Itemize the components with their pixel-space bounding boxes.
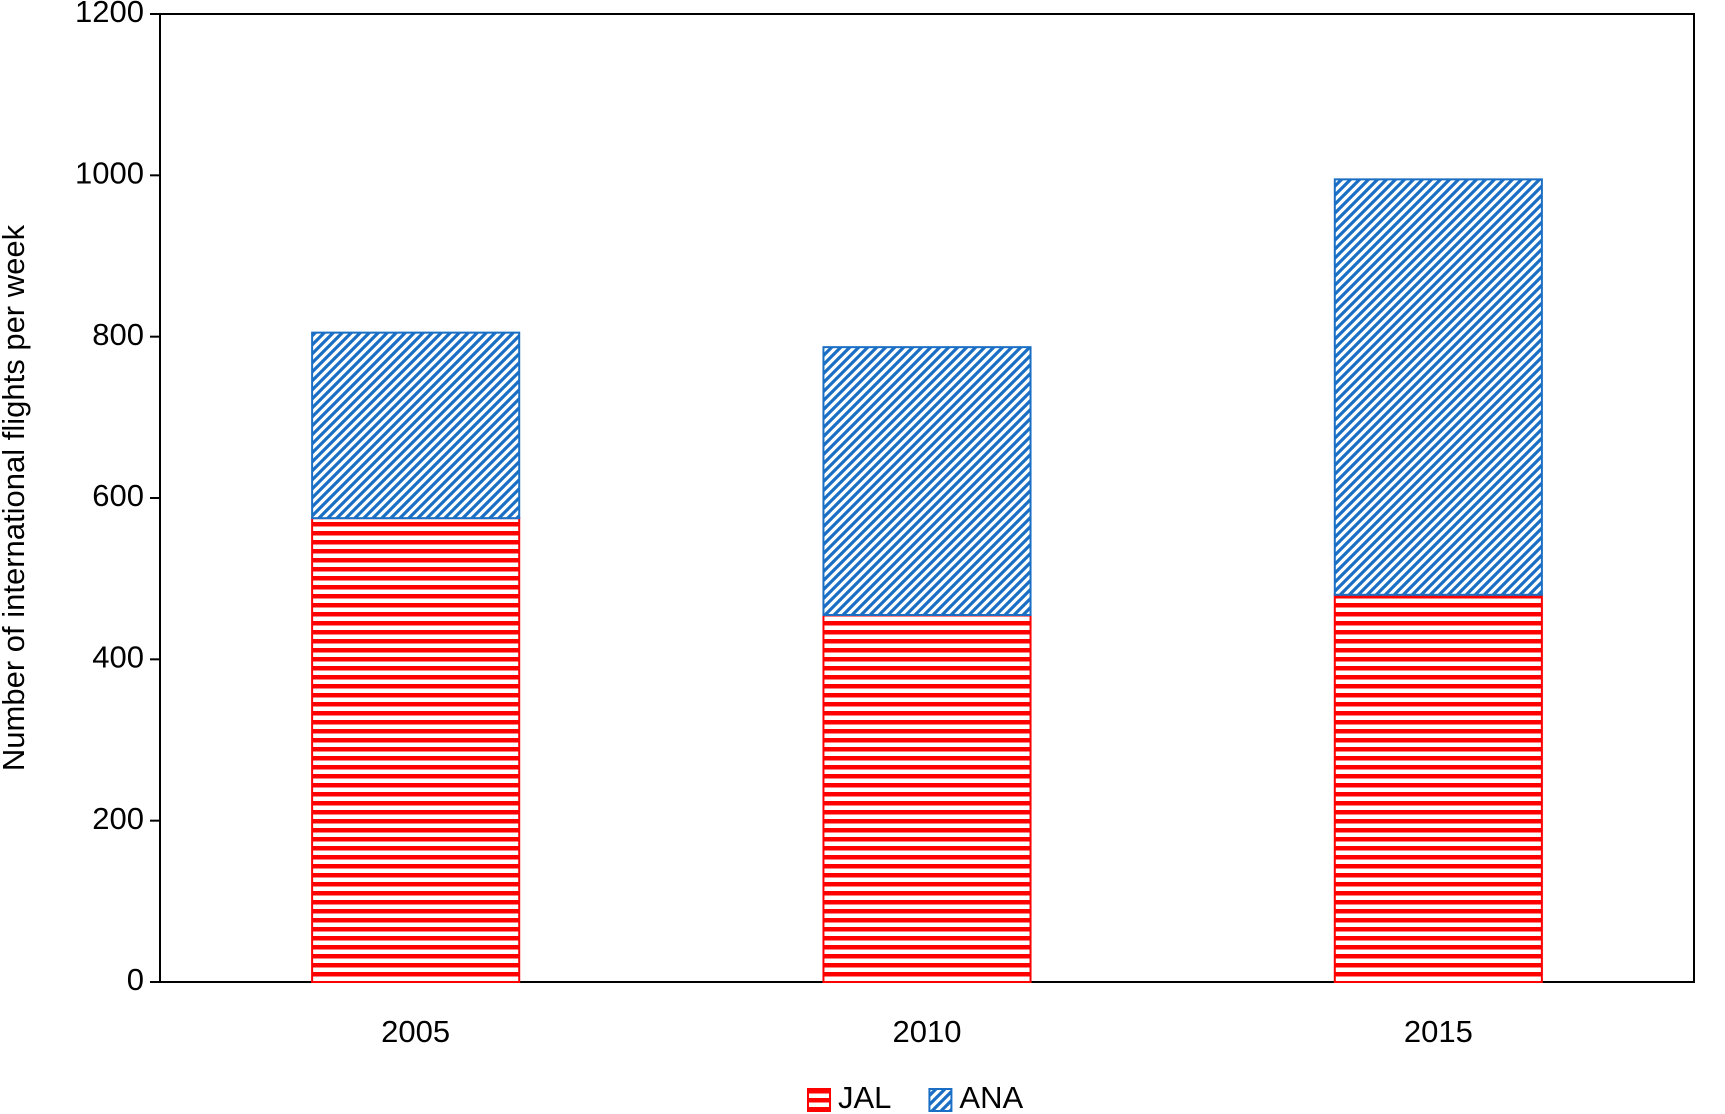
y-axis-label: Number of international flights per week <box>0 224 31 771</box>
x-tick-label: 2005 <box>381 1014 450 1049</box>
y-tick-label: 1200 <box>75 0 144 29</box>
y-tick-label: 400 <box>92 640 144 675</box>
bar-segment <box>822 613 1032 983</box>
y-tick-label: 600 <box>92 478 144 513</box>
y-tick-label: 1000 <box>75 156 144 191</box>
bar-segment <box>311 517 521 984</box>
bar-segment <box>1333 178 1543 596</box>
bar-segment <box>311 331 521 520</box>
legend-swatch <box>928 1088 953 1112</box>
bar-segment <box>1333 593 1543 983</box>
legend-label: ANA <box>959 1080 1023 1114</box>
y-tick-label: 0 <box>127 962 144 997</box>
legend-label: JAL <box>838 1080 891 1114</box>
y-tick-label: 200 <box>92 801 144 836</box>
bar-segment <box>822 346 1032 616</box>
y-tick-label: 800 <box>92 317 144 352</box>
x-tick-label: 2010 <box>893 1014 962 1049</box>
legend-swatch <box>807 1088 831 1112</box>
x-tick-label: 2015 <box>1404 1014 1473 1049</box>
